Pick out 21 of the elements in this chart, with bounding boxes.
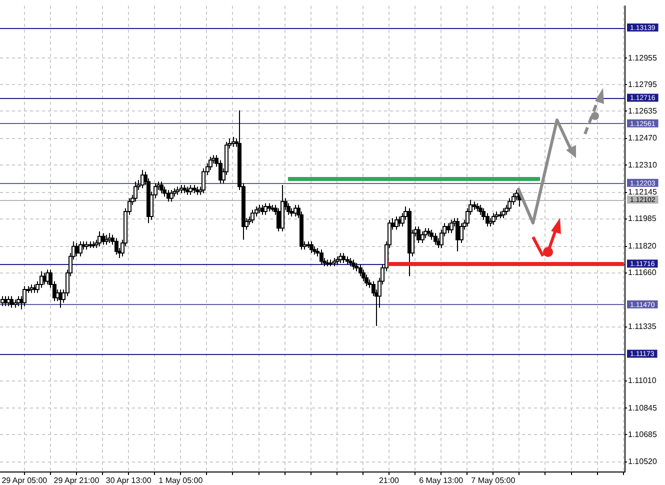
x-tick-label: 6 May 13:00 xyxy=(419,476,464,485)
x-tick-label: 21:00 xyxy=(378,476,400,485)
y-tick-label: 1.12795 xyxy=(628,80,658,89)
x-tick-label: 29 Apr 21:00 xyxy=(54,476,100,485)
y-tick-label: 1.10520 xyxy=(628,457,658,466)
y-tick-label: 1.11010 xyxy=(628,376,657,385)
y-tick-label: 1.11335 xyxy=(628,322,657,332)
y-tick-label: 1.12955 xyxy=(628,53,658,62)
y-tick-label: 1.11820 xyxy=(628,242,657,251)
y-tick-label: 1.11660 xyxy=(628,268,657,278)
y-tick-label: 1.12470 xyxy=(628,134,658,143)
y-tick-label: 1.12310 xyxy=(628,160,658,170)
y-tick-label: 1.10685 xyxy=(628,430,658,439)
x-tick-label: 7 May 05:00 xyxy=(471,476,516,485)
y-tick-label: 1.11985 xyxy=(628,214,657,224)
x-tick-label: 29 Apr 05:00 xyxy=(2,476,48,485)
x-tick-label: 1 May 05:00 xyxy=(158,476,204,485)
x-tick-label: 30 Apr 13:00 xyxy=(106,476,152,485)
y-tick-label: 1.12145 xyxy=(628,188,658,197)
y-tick-label: 1.10845 xyxy=(628,403,658,412)
y-tick-label: 1.12635 xyxy=(628,106,658,116)
